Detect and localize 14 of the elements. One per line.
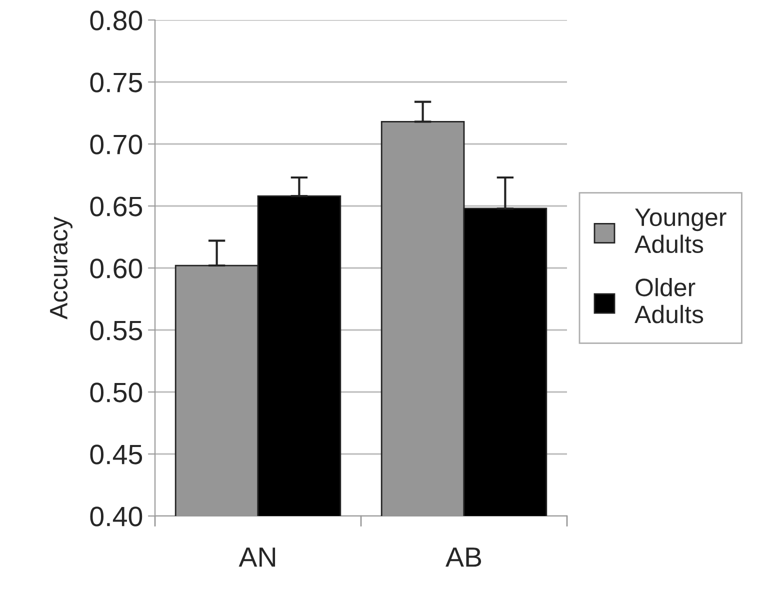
y-axis-title: Accuracy	[50, 216, 72, 320]
y-tick-label: 0.80	[90, 10, 142, 30]
legend-label: Younger Adults	[634, 208, 726, 254]
y-tick-label: 0.45	[90, 444, 142, 464]
x-tick-label: AN	[238, 548, 276, 567]
y-tick-label: 0.70	[90, 134, 142, 154]
x-tick-label: AB	[446, 548, 482, 567]
y-tick-label: 0.55	[90, 320, 142, 340]
y-tick-label: 0.60	[90, 258, 142, 278]
y-tick-label: 0.75	[90, 72, 142, 92]
y-tick-label: 0.50	[90, 382, 142, 402]
legend-label: Older Adults	[634, 278, 704, 324]
y-tick-label: 0.65	[90, 196, 142, 216]
y-tick-label: 0.40	[90, 506, 142, 526]
